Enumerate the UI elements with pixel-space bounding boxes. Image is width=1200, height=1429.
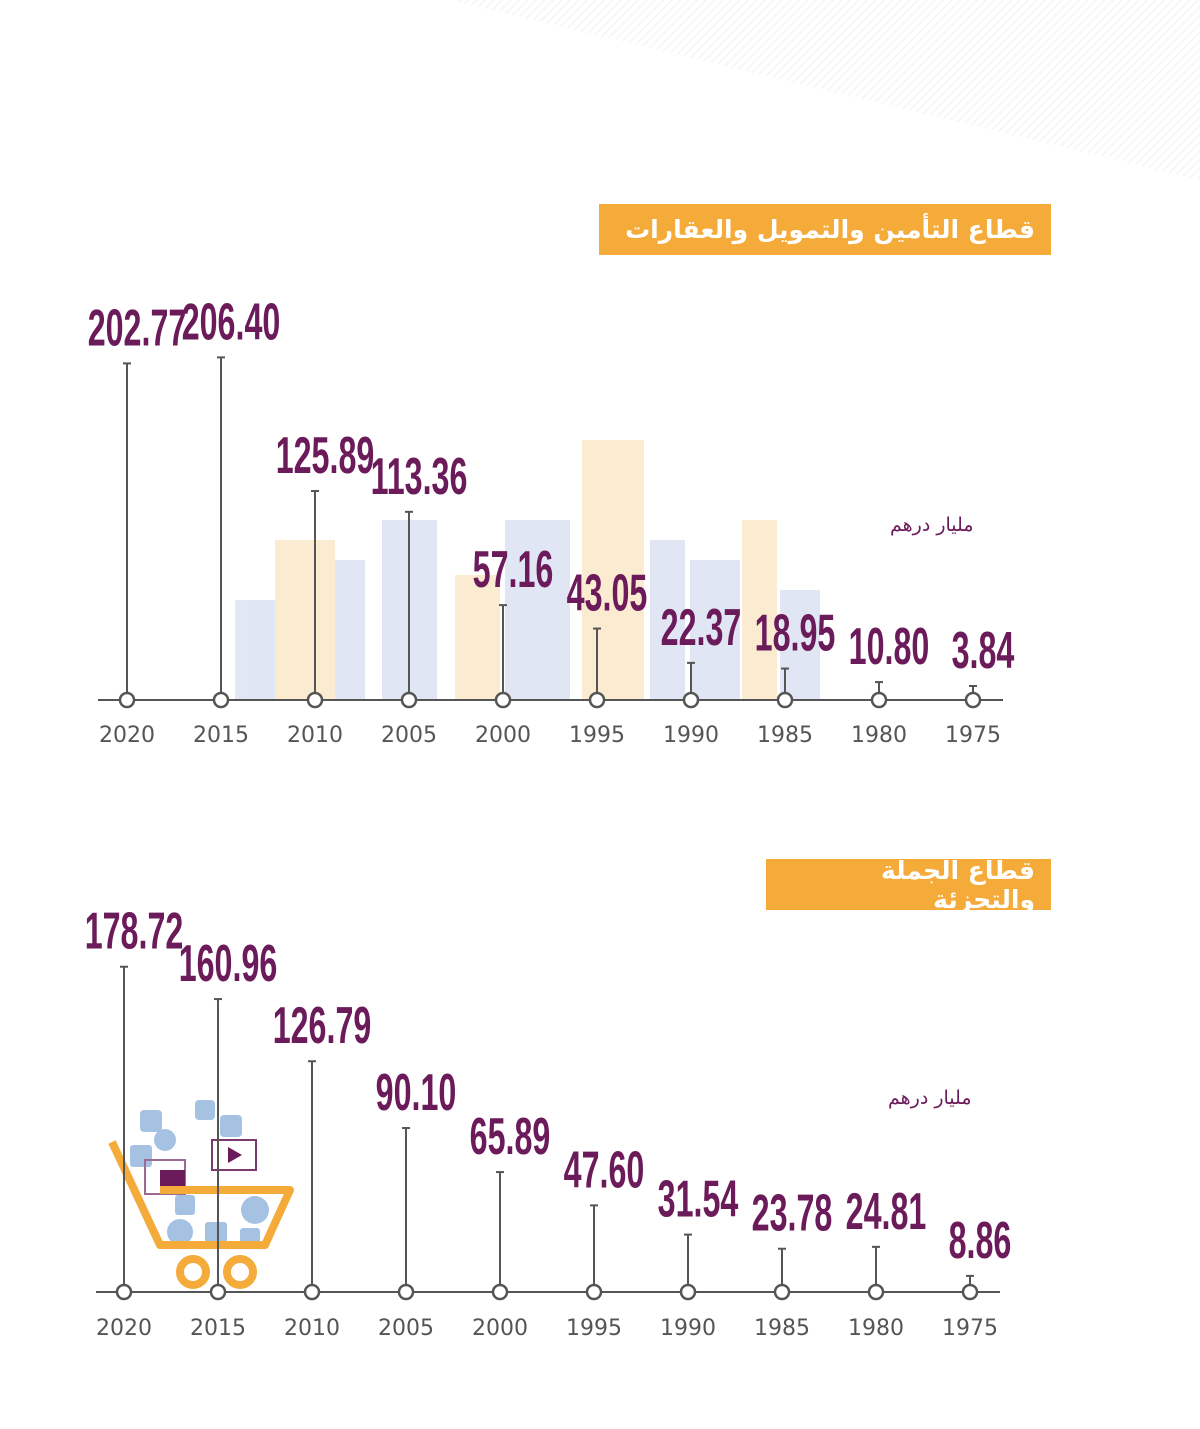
- value-label-1975: 3.84: [952, 622, 1015, 680]
- value-label-2015: 206.40: [182, 294, 281, 352]
- chart-insurance-finance-realestate: 202.77 2020 206.40 2015 125.89 2010 113.36 2005…: [88, 294, 1015, 748]
- point-1980: [867, 1283, 885, 1301]
- value-label-2010: 126.79: [273, 998, 372, 1056]
- point-1985: [776, 691, 794, 709]
- building-shape: [540, 520, 570, 700]
- building-shape: [505, 520, 545, 700]
- value-label-1990: 31.54: [658, 1171, 739, 1229]
- point-2015: [212, 691, 230, 709]
- point-2020: [118, 691, 136, 709]
- shopping-cart-decoration: [108, 1100, 294, 1289]
- chart-1-title: قطاع التأمين والتمويل والعقارات: [599, 204, 1051, 255]
- value-label-2020: 178.72: [85, 903, 184, 961]
- point-1980: [870, 691, 888, 709]
- point-2010: [306, 691, 324, 709]
- year-label-2020: 2020: [96, 1316, 152, 1341]
- building-shape: [742, 520, 777, 700]
- value-label-2000: 57.16: [473, 541, 554, 599]
- year-label-1985: 1985: [754, 1316, 810, 1341]
- value-label-1985: 23.78: [752, 1185, 833, 1243]
- year-label-2000: 2000: [472, 1316, 528, 1341]
- year-label-1975: 1975: [942, 1316, 998, 1341]
- point-2020: [115, 1283, 133, 1301]
- year-label-2010: 2010: [284, 1316, 340, 1341]
- value-label-2005: 113.36: [371, 448, 468, 506]
- point-2000: [491, 1283, 509, 1301]
- building-shape: [780, 590, 820, 700]
- year-label-1985: 1985: [757, 723, 813, 748]
- building-shape: [690, 560, 740, 700]
- value-label-1995: 47.60: [564, 1142, 645, 1200]
- point-2010: [303, 1283, 321, 1301]
- value-label-1995: 43.05: [567, 565, 648, 623]
- point-1995: [588, 691, 606, 709]
- point-1985: [773, 1283, 791, 1301]
- point-1975: [964, 691, 982, 709]
- building-shape: [455, 575, 500, 700]
- point-1975: [961, 1283, 979, 1301]
- year-label-2000: 2000: [475, 723, 531, 748]
- year-label-2015: 2015: [193, 723, 249, 748]
- year-label-1990: 1990: [660, 1316, 716, 1341]
- value-label-2015: 160.96: [179, 935, 278, 993]
- year-label-2015: 2015: [190, 1316, 246, 1341]
- chart-2-unit: مليار درهم: [888, 1087, 972, 1109]
- building-shape: [235, 600, 275, 700]
- value-label-1980: 10.80: [849, 618, 930, 676]
- year-label-1990: 1990: [663, 723, 719, 748]
- value-label-2005: 90.10: [376, 1064, 457, 1122]
- point-1990: [682, 691, 700, 709]
- year-label-2005: 2005: [378, 1316, 434, 1341]
- point-2005: [397, 1283, 415, 1301]
- value-label-2010: 125.89: [276, 427, 375, 485]
- value-label-1985: 18.95: [755, 605, 836, 663]
- value-label-1990: 22.37: [661, 599, 742, 657]
- building-shape: [275, 540, 335, 700]
- chart-wholesale-retail: 178.72 2020 160.96 2015 126.79 2010 90.10 2005 6…: [85, 903, 1012, 1341]
- year-label-2005: 2005: [381, 723, 437, 748]
- building-shape: [335, 560, 365, 700]
- point-2005: [400, 691, 418, 709]
- building-shape: [650, 540, 685, 700]
- year-label-2010: 2010: [287, 723, 343, 748]
- chart-1-unit: مليار درهم: [890, 514, 974, 536]
- value-label-1980: 24.81: [846, 1183, 927, 1241]
- year-label-1995: 1995: [569, 723, 625, 748]
- year-label-1980: 1980: [851, 723, 907, 748]
- point-2015: [209, 1283, 227, 1301]
- point-1990: [679, 1283, 697, 1301]
- point-2000: [494, 691, 512, 709]
- chart-2-title: قطاع الجملة والتجزئة: [766, 856, 1051, 914]
- city-skyline-decoration: [235, 440, 820, 700]
- year-label-1995: 1995: [566, 1316, 622, 1341]
- year-label-2020: 2020: [99, 723, 155, 748]
- point-1995: [585, 1283, 603, 1301]
- value-label-1975: 8.86: [949, 1212, 1012, 1270]
- year-label-1975: 1975: [945, 723, 1001, 748]
- year-label-1980: 1980: [848, 1316, 904, 1341]
- building-shape: [582, 440, 644, 700]
- value-label-2000: 65.89: [470, 1108, 551, 1166]
- value-label-2020: 202.77: [88, 300, 187, 358]
